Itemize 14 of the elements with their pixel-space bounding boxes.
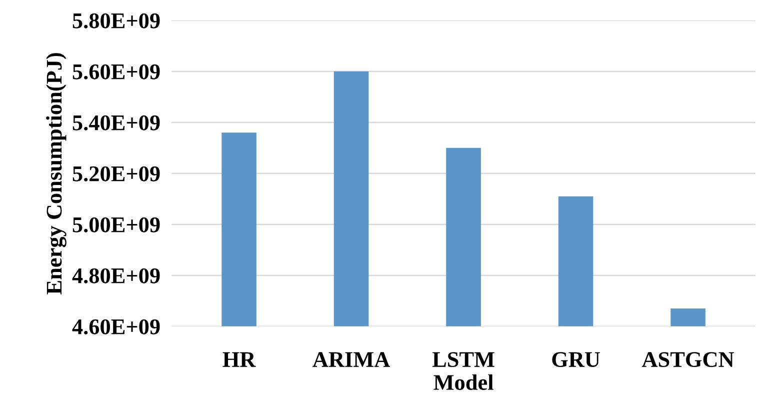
x-axis-title: Model <box>434 374 494 390</box>
y-tick-label: 5.20E+09 <box>72 166 160 182</box>
y-tick-label: 5.00E+09 <box>72 217 160 232</box>
y-tick-label: 4.80E+09 <box>72 268 160 284</box>
y-tick-label: 5.80E+09 <box>72 13 160 28</box>
y-tick-label: 4.60E+09 <box>72 319 160 334</box>
x-tick-label: GRU <box>552 352 600 368</box>
y-tick-label: 5.60E+09 <box>72 64 160 80</box>
x-tick-label: ARIMA <box>312 352 390 367</box>
y-tick-label: 5.40E+09 <box>72 115 160 130</box>
x-tick-label: HR <box>222 352 256 367</box>
x-tick-label: ASTGCN <box>642 352 734 368</box>
x-tick-label: LSTM <box>432 352 494 368</box>
y-axis-title: Energy Consumption(PJ) <box>46 53 66 294</box>
